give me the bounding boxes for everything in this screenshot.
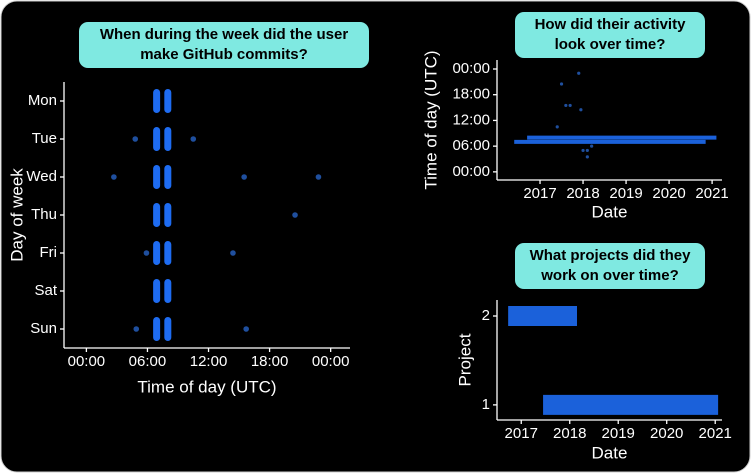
commit-point <box>585 155 589 159</box>
commit-cluster <box>153 317 161 341</box>
commit-point <box>585 148 589 153</box>
panel: What projects did they work on over time?… <box>455 243 732 462</box>
y-tick-label: 18:00 <box>452 86 490 103</box>
chart-title: look over time? <box>555 36 666 53</box>
commit-point <box>241 174 247 180</box>
commit-point <box>133 326 140 332</box>
commit-cluster <box>164 165 172 189</box>
chart-title: What projects did they <box>530 247 692 264</box>
chart-title: work on over time? <box>540 267 679 284</box>
x-tick-label: 12:00 <box>190 353 228 370</box>
y-axis-label: Day of week <box>7 168 26 262</box>
commit-point <box>579 108 583 112</box>
y-tick-label: Thu <box>31 206 57 223</box>
y-tick-label: Sun <box>30 320 57 337</box>
y-tick-label: 1 <box>482 396 490 413</box>
commit-point <box>559 82 564 86</box>
commit-cluster <box>153 89 161 113</box>
commit-point <box>132 136 139 142</box>
panel: How did their activity look over time? Dat… <box>421 12 729 221</box>
y-tick-label: Sat <box>34 282 57 299</box>
commit-point <box>111 174 117 180</box>
commit-point <box>590 144 594 148</box>
commit-point <box>230 250 236 256</box>
x-tick-label: 18:00 <box>251 353 289 370</box>
commit-cluster <box>153 127 161 151</box>
y-tick-label: 00:00 <box>452 163 490 180</box>
commit-cluster <box>164 127 172 151</box>
title-box <box>515 243 705 289</box>
commit-point <box>292 212 298 218</box>
y-axis-label: Time of day (UTC) <box>421 50 440 189</box>
x-tick-label: 00:00 <box>312 353 350 370</box>
x-axis-label: Date <box>592 443 628 462</box>
y-tick-label: 2 <box>482 307 490 324</box>
commit-cluster <box>153 241 161 265</box>
title-box <box>515 12 705 58</box>
y-tick-label: Tue <box>32 130 57 147</box>
y-axis-label: Project <box>455 333 474 386</box>
y-tick-label: Wed <box>26 168 57 185</box>
commit-point <box>190 136 197 142</box>
commit-point <box>315 174 322 180</box>
chart-title: When during the week did the user <box>100 26 349 43</box>
commit-point <box>243 326 249 332</box>
chart-title: How did their activity <box>535 16 687 33</box>
x-tick-label: 2018 <box>553 425 586 442</box>
commit-cluster <box>153 279 161 303</box>
commit-cluster <box>153 165 161 189</box>
x-tick-label: 2019 <box>602 425 635 442</box>
commit-cluster <box>164 279 172 303</box>
commit-cluster <box>153 203 161 227</box>
commit-point <box>564 103 568 108</box>
x-tick-label: 2020 <box>652 185 685 202</box>
x-tick-label: 00:00 <box>68 353 106 370</box>
x-axis-label: Date <box>592 202 628 221</box>
x-tick-label: 2017 <box>523 185 556 202</box>
commit-point <box>577 71 581 75</box>
x-tick-label: 2017 <box>505 425 538 442</box>
y-tick-label: 06:00 <box>452 137 490 154</box>
y-tick-label: 12:00 <box>452 111 490 128</box>
commit-point <box>555 125 559 129</box>
commit-cluster <box>164 241 172 265</box>
commit-point <box>568 103 572 108</box>
y-tick-label: Mon <box>28 92 57 109</box>
y-tick-label: Fri <box>40 244 58 261</box>
x-tick-label: 06:00 <box>129 353 167 370</box>
commit-cluster <box>164 203 172 227</box>
x-tick-label: 2021 <box>695 185 728 202</box>
commit-point <box>581 148 585 153</box>
panel: When during the week did the user make Gi… <box>7 22 369 396</box>
chart-title: make GitHub commits? <box>140 46 308 63</box>
commit-cluster <box>164 89 172 113</box>
commit-cluster <box>164 317 172 341</box>
x-axis-label: Time of day (UTC) <box>137 377 276 396</box>
title-box <box>79 22 369 68</box>
x-tick-label: 2020 <box>650 425 683 442</box>
x-tick-label: 2019 <box>609 185 642 202</box>
x-tick-label: 2018 <box>566 185 599 202</box>
commit-point <box>143 250 150 256</box>
x-tick-label: 2021 <box>699 425 732 442</box>
y-tick-label: 00:00 <box>452 60 490 77</box>
